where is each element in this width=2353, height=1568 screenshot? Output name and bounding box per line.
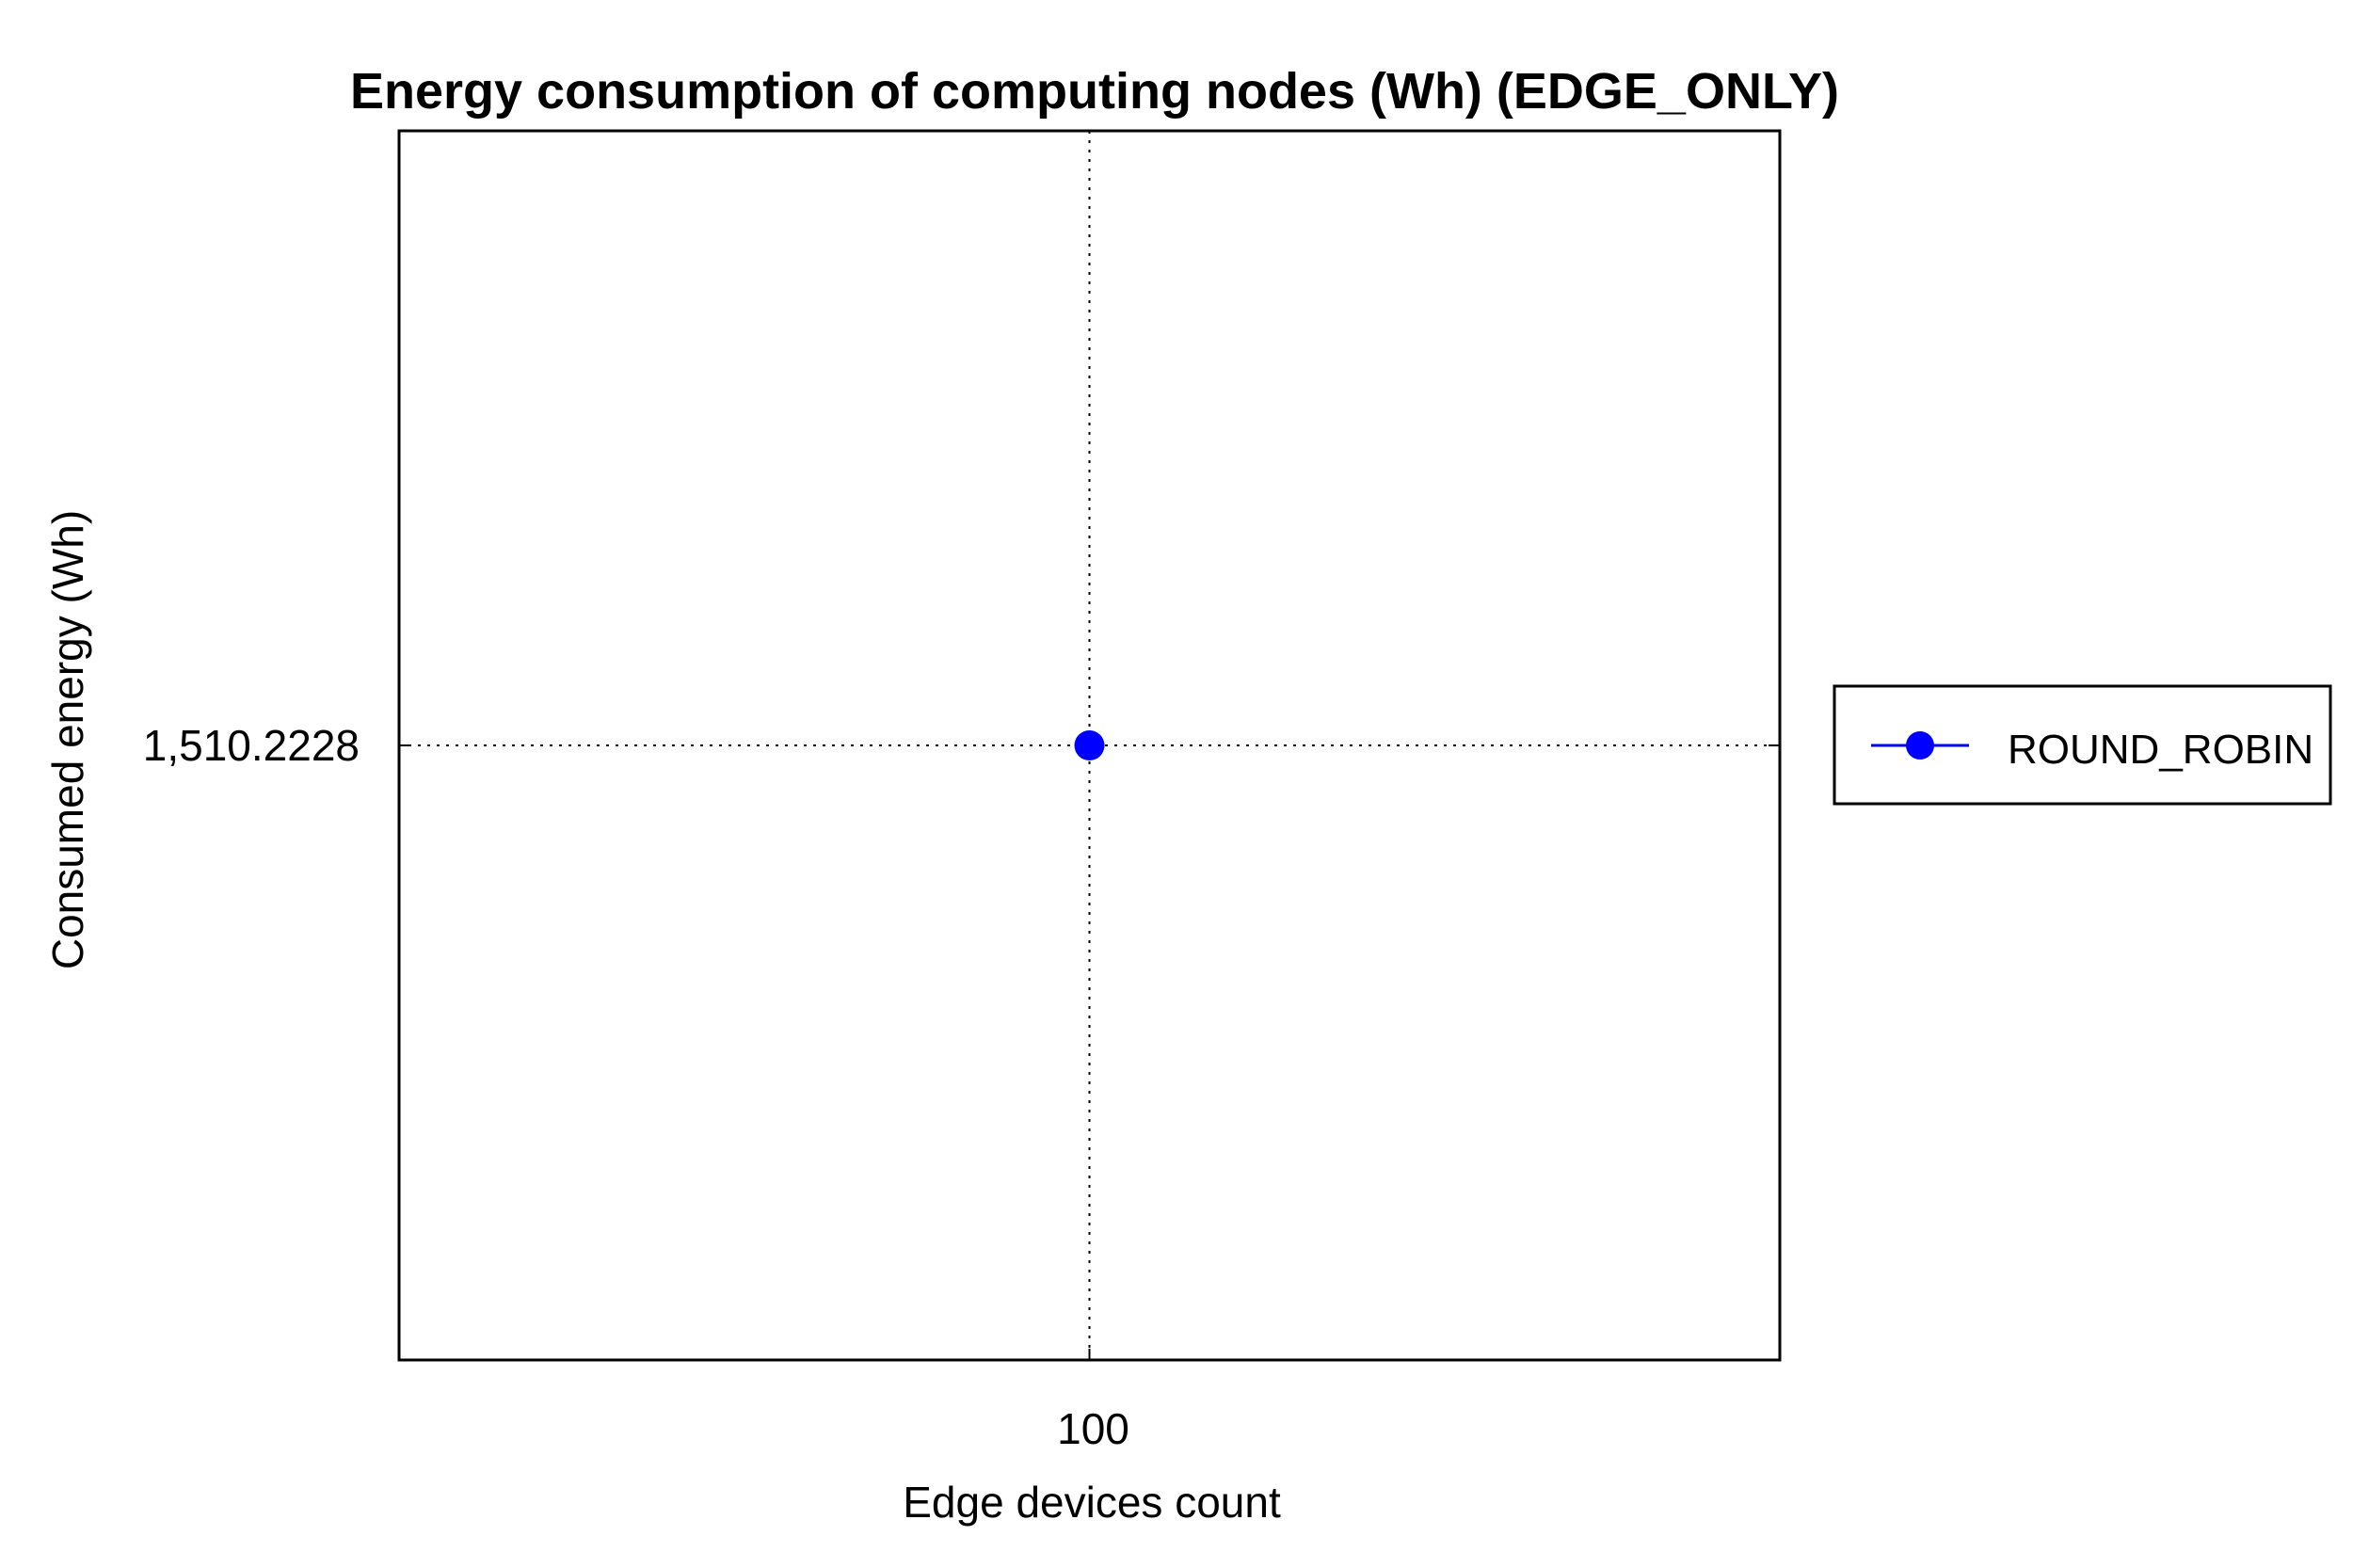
x-axis-label: Edge devices count [903, 1478, 1281, 1527]
x-tick-label: 100 [1057, 1404, 1129, 1453]
y-axis-label: Consumed energy (Wh) [43, 510, 92, 969]
axis-ticks: 100 1,510.2228 [143, 721, 1780, 1453]
legend: ROUND_ROBIN [1833, 684, 2332, 806]
y-tick-label: 1,510.2228 [143, 721, 360, 770]
data-point [1074, 730, 1105, 760]
legend-marker-round-robin [1906, 731, 1934, 760]
legend-label-round-robin: ROUND_ROBIN [2008, 727, 2313, 773]
series-layer [1074, 730, 1105, 760]
chart-title: Energy consumption of computing nodes (W… [350, 63, 1839, 120]
